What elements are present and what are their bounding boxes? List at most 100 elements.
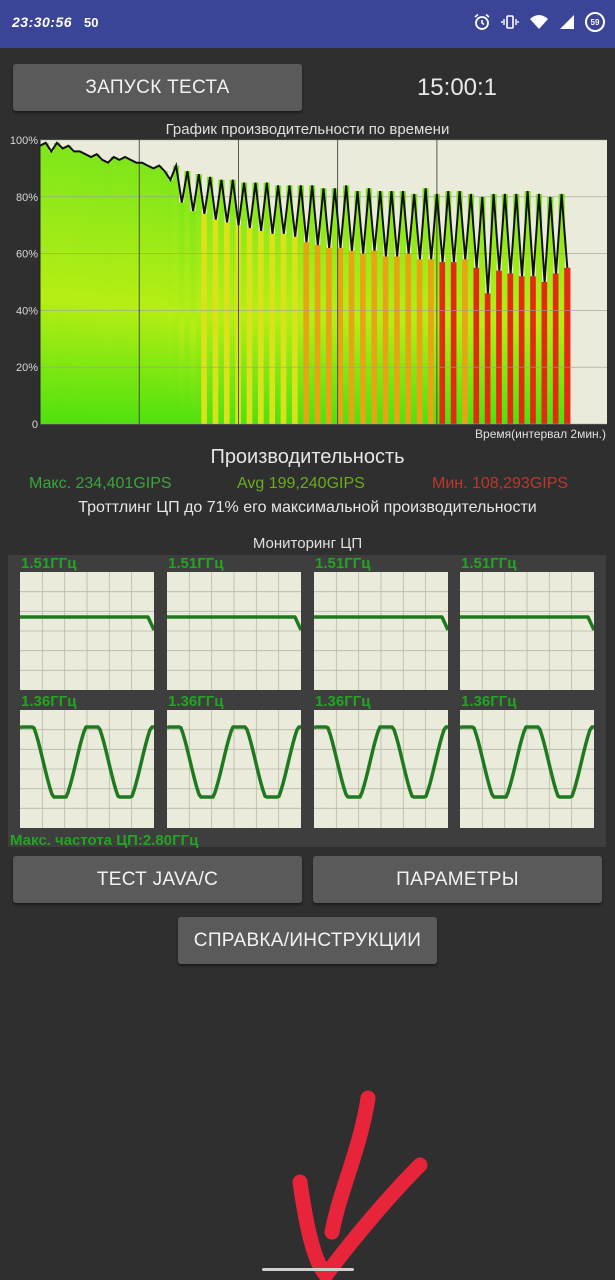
chart-y-tick-label: 60% xyxy=(16,249,38,261)
chart-bar xyxy=(484,293,492,424)
cpu-core-frequency: 1.36ГГц xyxy=(168,693,224,710)
vibrate-icon xyxy=(501,13,519,31)
throttle-summary: Троттлинг ЦП до 71% его максимальной про… xyxy=(78,499,537,516)
chart-bar xyxy=(161,171,168,424)
chart-bar xyxy=(490,193,497,424)
chart-bar xyxy=(121,157,129,424)
chart-bar xyxy=(320,188,327,424)
chart-bar xyxy=(252,182,259,424)
chart-bar xyxy=(365,188,372,424)
chart-bar xyxy=(337,247,344,424)
cpu-monitor-title: Мониторинг ЦП xyxy=(252,535,363,552)
chart-bar xyxy=(150,168,157,424)
cpu-core-frequency: 1.51ГГц xyxy=(168,555,224,572)
chart-bar xyxy=(144,165,151,424)
chart-bar xyxy=(524,191,531,424)
chart-bar xyxy=(292,236,299,424)
chart-bar xyxy=(314,245,321,424)
chart-bar xyxy=(76,151,83,425)
chart-bar xyxy=(280,233,287,424)
chart-bar xyxy=(439,262,446,424)
chart-bar xyxy=(229,179,236,424)
max-performance: Макс. 234,401GIPS xyxy=(29,475,172,492)
chart-bar xyxy=(110,157,117,424)
chart-bar xyxy=(462,259,469,424)
cpu-core-graph xyxy=(20,572,154,690)
cpu-core-line xyxy=(167,615,301,631)
chart-bar xyxy=(377,191,384,424)
chart-bar xyxy=(65,145,72,424)
cpu-core-line xyxy=(314,615,448,631)
chart-bar xyxy=(138,162,146,424)
chart-bar xyxy=(263,182,270,424)
chart-bar xyxy=(223,222,231,424)
chart-bar xyxy=(257,230,265,424)
cpu-core-line xyxy=(460,615,594,631)
performance-heading: Производительность xyxy=(210,446,405,468)
cpu-core-graph xyxy=(167,572,301,690)
chart-bar xyxy=(496,270,503,424)
cpu-core-frequency: 1.51ГГц xyxy=(461,555,517,572)
chart-bar xyxy=(428,259,435,424)
chart-bar xyxy=(133,162,140,424)
chart-bar xyxy=(530,276,537,424)
chart-bar xyxy=(416,259,424,424)
chart-bar xyxy=(501,193,509,424)
chart-bar xyxy=(246,228,253,424)
cpu-core-graph xyxy=(460,572,594,690)
min-performance: Мин. 108,293GIPS xyxy=(432,475,569,492)
chart-bar xyxy=(360,253,367,424)
chart-y-tick-label: 0 xyxy=(32,419,38,431)
cpu-core-line xyxy=(167,725,301,799)
home-indicator[interactable] xyxy=(262,1268,354,1271)
status-bar: 23:30:56 50 59 xyxy=(0,0,615,48)
chart-bar xyxy=(189,211,197,424)
chart-bar xyxy=(155,165,163,424)
alarm-icon xyxy=(473,13,491,31)
chart-bar xyxy=(467,193,475,424)
java-c-test-button[interactable]: ТЕСТ JAVA/C xyxy=(13,856,302,903)
chart-bar xyxy=(456,191,463,424)
chart-bar xyxy=(42,142,49,424)
cpu-core-frequency: 1.36ГГц xyxy=(315,693,371,710)
chart-bar xyxy=(297,185,304,424)
chart-y-tick-label: 80% xyxy=(16,192,38,204)
start-test-button[interactable]: ЗАПУСК ТЕСТА xyxy=(13,64,302,111)
chart-bar xyxy=(422,188,429,424)
cpu-core-frequency: 1.51ГГц xyxy=(21,555,77,572)
cpu-monitor-panel: 1.51ГГц 1.51ГГц 1.51ГГц 1.51ГГц 1.36ГГц 1.36Г… xyxy=(8,555,606,847)
chart-bar xyxy=(343,185,350,424)
chart-bar xyxy=(269,233,276,424)
chart-bar xyxy=(70,151,78,425)
chart-bar xyxy=(348,250,355,424)
chart-bar xyxy=(303,242,310,424)
chart-bar xyxy=(445,191,452,424)
avg-performance: Avg 199,240GIPS xyxy=(237,475,365,492)
parameters-button[interactable]: ПАРАМЕТРЫ xyxy=(313,856,602,903)
chart-bar xyxy=(331,188,338,424)
chart-y-tick-label: 100% xyxy=(10,135,38,147)
chart-bar xyxy=(127,159,134,424)
chart-bar xyxy=(518,276,526,424)
cpu-core-line xyxy=(460,725,594,799)
cpu-core-frequency: 1.36ГГц xyxy=(461,693,517,710)
help-instructions-button[interactable]: СПРАВКА/ИНСТРУКЦИИ xyxy=(178,917,437,964)
cpu-core-frequency: 1.51ГГц xyxy=(315,555,371,572)
chart-bar xyxy=(59,148,66,424)
chart-bar xyxy=(405,253,412,424)
chart-bar xyxy=(399,191,407,424)
chart-bar xyxy=(99,159,106,424)
battery-icon: 59 xyxy=(585,12,605,32)
chart-bar xyxy=(388,191,395,424)
cpu-core-graph xyxy=(460,710,594,828)
cpu-core-line xyxy=(20,615,154,631)
chart-bar xyxy=(275,185,282,424)
chart-bar xyxy=(93,154,100,424)
chart-bar xyxy=(240,182,248,424)
chart-bar xyxy=(309,185,316,424)
chart-bar xyxy=(201,213,208,424)
chart-series-line xyxy=(39,141,569,294)
chart-bar xyxy=(473,267,480,424)
max-cpu-frequency: Макс. частота ЦП:2.80ГГц xyxy=(10,832,199,849)
chart-bar xyxy=(184,171,191,424)
